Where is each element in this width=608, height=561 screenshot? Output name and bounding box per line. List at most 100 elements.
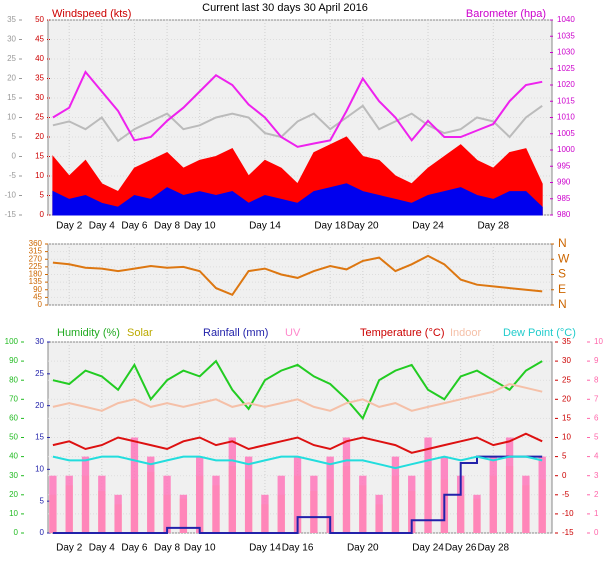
y-tick-label: 2 — [594, 490, 599, 499]
x-tick-label: Day 16 — [282, 543, 314, 554]
y-tick-label: 45 — [33, 292, 42, 301]
bar — [326, 456, 334, 533]
y-tick-label: 7 — [594, 394, 599, 403]
y-tick-label: 5 — [12, 132, 17, 141]
y-tick-label: 225 — [29, 262, 43, 271]
y-tick-label: 180 — [29, 270, 43, 279]
y-tick-label: 1010 — [557, 113, 575, 122]
y-tick-label: 20 — [7, 74, 16, 83]
y-tick-label: 5 — [40, 496, 45, 505]
y-tick-label: 5 — [562, 452, 567, 461]
y-tick-label: 0 — [562, 471, 567, 480]
y-tick-label: 985 — [557, 194, 571, 203]
x-tick-label: Day 8 — [154, 543, 181, 554]
y-tick-label: 20 — [35, 132, 44, 141]
y-tick-label: 10 — [35, 171, 44, 180]
line — [52, 254, 543, 297]
y-tick-label: 30 — [7, 35, 16, 44]
y-tick-label: S — [558, 267, 566, 281]
y-tick-label: -5 — [562, 490, 570, 499]
y-tick-label: 40 — [35, 54, 44, 63]
y-tick-label: 10 — [562, 433, 571, 442]
x-tick-label: Day 10 — [184, 543, 216, 554]
y-tick-label: 4 — [594, 452, 599, 461]
y-tick-label: 25 — [7, 54, 16, 63]
y-tick-label: 1015 — [557, 96, 575, 105]
y-tick-label: 25 — [35, 113, 44, 122]
line — [52, 359, 543, 421]
y-tick-label: 5 — [40, 191, 45, 200]
y-tick-label: 30 — [35, 93, 44, 102]
y-tick-label: 90 — [9, 356, 18, 365]
y-tick-label: 50 — [35, 15, 44, 24]
y-tick-label: 0 — [38, 300, 43, 309]
line — [52, 432, 543, 454]
x-tick-label: Day 14 — [249, 221, 281, 232]
y-tick-label: 10 — [594, 337, 603, 346]
legend-entry: Indoor — [450, 327, 482, 339]
y-tick-label: 1040 — [557, 15, 575, 24]
x-tick-label: Day 8 — [154, 221, 181, 232]
y-tick-label: 50 — [9, 433, 18, 442]
y-tick-label: 20 — [35, 401, 44, 410]
y-tick-label: 9 — [594, 356, 599, 365]
y-tick-label: 25 — [35, 369, 44, 378]
y-tick-label: 0 — [12, 152, 17, 161]
y-tick-label: 0 — [594, 528, 599, 537]
y-tick-label: 0 — [40, 528, 45, 537]
y-tick-label: 1035 — [557, 31, 575, 40]
y-tick-label: 3 — [594, 471, 599, 480]
y-tick-label: 1020 — [557, 80, 575, 89]
bar — [424, 437, 432, 533]
bar — [391, 456, 400, 533]
x-tick-label: Day 2 — [56, 221, 83, 232]
x-tick-label: Day 10 — [184, 221, 216, 232]
bar — [49, 475, 57, 533]
y-axis-label: Windspeed (kts) — [52, 8, 131, 20]
bar — [163, 475, 171, 533]
y-tick-label: 90 — [33, 285, 42, 294]
bar — [261, 494, 269, 533]
line — [52, 455, 543, 470]
y-tick-label: 35 — [35, 74, 44, 83]
y-tick-label: 15 — [7, 93, 16, 102]
bar — [212, 475, 220, 533]
x-tick-label: Day 28 — [477, 543, 509, 554]
y-tick-label: 35 — [7, 15, 16, 24]
x-tick-label: Day 24 — [412, 543, 444, 554]
bar — [456, 475, 465, 533]
bar — [522, 475, 530, 533]
line — [52, 104, 543, 143]
bar — [408, 475, 416, 533]
y-tick-label: -5 — [9, 171, 17, 180]
y-tick-label: 1005 — [557, 129, 575, 138]
x-tick-label: Day 18 — [314, 221, 346, 232]
y-tick-label: 1030 — [557, 48, 575, 57]
y-tick-label: 6 — [594, 414, 599, 423]
bar — [293, 456, 302, 533]
y-tick-label: 100 — [5, 337, 19, 346]
bar — [130, 437, 139, 533]
y-tick-label: 80 — [9, 375, 18, 384]
bar — [310, 475, 318, 533]
y-tick-label: 0 — [14, 528, 19, 537]
x-tick-label: Day 24 — [412, 221, 444, 232]
y-tick-label: 25 — [562, 375, 571, 384]
line — [52, 70, 543, 148]
y-tick-label: 5 — [594, 433, 599, 442]
x-tick-label: Day 28 — [477, 221, 509, 232]
x-tick-label: Day 6 — [121, 221, 148, 232]
y-tick-label: 990 — [557, 178, 571, 187]
y-tick-label: 980 — [557, 210, 571, 219]
bar — [196, 456, 204, 533]
y-tick-label: 15 — [562, 414, 571, 423]
y-tick-label: 315 — [29, 247, 43, 256]
y-tick-label: 1 — [594, 509, 599, 518]
bar — [179, 494, 188, 533]
y-tick-label: 10 — [35, 464, 44, 473]
x-tick-label: Day 14 — [249, 543, 281, 554]
bar — [538, 456, 546, 533]
y-tick-label: 35 — [562, 337, 571, 346]
x-tick-label: Day 26 — [445, 543, 477, 554]
